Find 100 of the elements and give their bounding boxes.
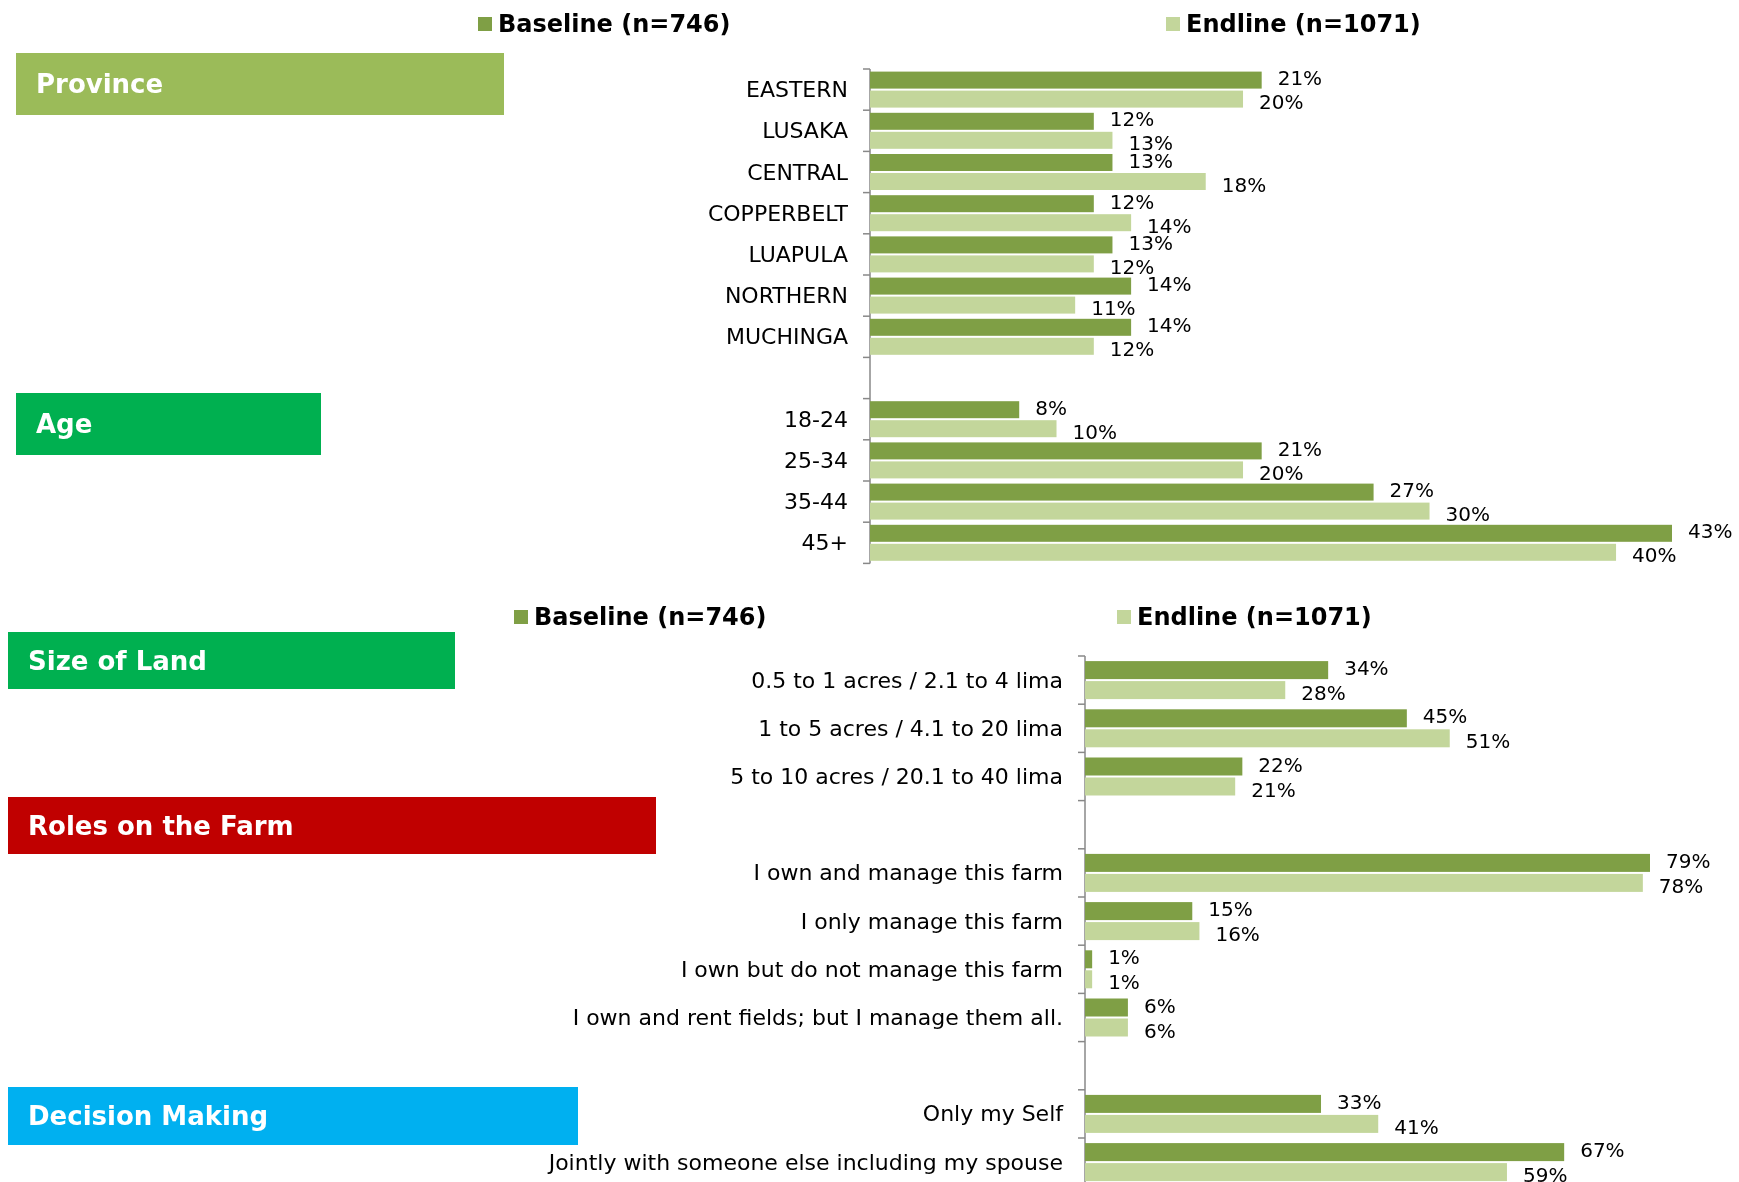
data-label: 16% [1215, 922, 1260, 947]
bar [1085, 950, 1093, 969]
y-tick-label: 35-44 [784, 489, 848, 515]
data-label: 12% [1109, 337, 1155, 362]
data-label: 78% [1658, 873, 1704, 898]
legend-label: Endline (n=1071) [1186, 10, 1421, 38]
data-label: 79% [1666, 848, 1711, 873]
legend-label: Endline (n=1071) [1137, 603, 1372, 631]
data-label: 51% [1465, 729, 1511, 754]
bar [1085, 1143, 1565, 1162]
y-tick-label: Only my Self [922, 1101, 1065, 1127]
bar [870, 296, 1076, 314]
data-label: 33% [1337, 1089, 1382, 1114]
data-label: 10% [1072, 419, 1117, 444]
data-label: 22% [1258, 752, 1303, 777]
bar [1085, 1094, 1322, 1113]
data-label: 6% [1143, 1018, 1176, 1043]
bar [1085, 853, 1650, 872]
data-label: 59% [1522, 1163, 1568, 1182]
bar [870, 195, 1094, 213]
y-tick-label: 18-24 [784, 406, 848, 432]
text: Province [36, 69, 164, 99]
data-label: 34% [1344, 656, 1389, 681]
bar [870, 214, 1132, 232]
bar [1085, 998, 1128, 1017]
bar [1085, 873, 1643, 892]
data-label: 1% [1108, 945, 1140, 970]
y-tick-label: I own and rent fields; but I manage them all. [572, 1005, 1063, 1030]
data-label: 15% [1208, 897, 1253, 922]
bar [1085, 1114, 1379, 1133]
bar [870, 461, 1244, 479]
bar [870, 255, 1094, 273]
bar [1085, 1163, 1507, 1182]
bar [1085, 757, 1243, 776]
data-label: 11% [1091, 296, 1136, 321]
y-tick-label: CENTRAL [747, 159, 849, 185]
data-label: 45% [1422, 704, 1468, 729]
data-label: 20% [1259, 90, 1304, 115]
y-tick-label: LUAPULA [748, 241, 848, 267]
data-label: 43% [1688, 519, 1733, 544]
data-label: 8% [1035, 395, 1067, 420]
bar [1085, 970, 1093, 989]
bar [870, 173, 1206, 190]
data-label: 41% [1394, 1114, 1439, 1139]
y-tick-label: I own but do not manage this farm [680, 956, 1063, 982]
bar [870, 524, 1672, 542]
y-tick-label: I own and manage this farm [753, 860, 1063, 886]
data-label: 21% [1251, 777, 1296, 802]
y-tick-label: 45+ [801, 530, 848, 556]
y-tick-label: EASTERN [746, 77, 848, 103]
bar [870, 337, 1094, 355]
bar [870, 131, 1113, 149]
data-label: 20% [1259, 460, 1304, 485]
data-label: 1% [1108, 970, 1140, 995]
y-tick-label: MUCHINGA [725, 324, 848, 350]
y-tick-label: Jointly with someone else including my spouse [546, 1149, 1063, 1175]
text: Roles on the Farm [28, 810, 294, 841]
y-tick-label: 1 to 5 acres / 4.1 to 20 lima [758, 715, 1063, 741]
bar [1085, 661, 1329, 680]
bar [870, 401, 1020, 419]
data-label: 12% [1109, 107, 1155, 132]
data-label: 28% [1301, 681, 1346, 706]
y-tick-label: COPPERBELT [707, 200, 849, 226]
y-tick-label: NORTHERN [724, 283, 848, 309]
y-tick-label: I only manage this farm [800, 908, 1063, 934]
data-label: 18% [1221, 172, 1267, 197]
bar [870, 543, 1617, 561]
bar [1085, 729, 1450, 748]
data-label: 27% [1389, 478, 1435, 503]
data-label: 14% [1147, 313, 1192, 338]
bar [870, 90, 1244, 108]
y-tick-label: 25-34 [784, 447, 848, 473]
bar [870, 277, 1132, 295]
y-tick-label: LUSAKA [762, 118, 848, 144]
bar [1085, 681, 1286, 700]
bar [870, 236, 1113, 254]
bar [870, 483, 1374, 501]
text: Size of Land [28, 645, 207, 676]
bar [1085, 777, 1236, 796]
bar [1085, 922, 1200, 941]
bar [870, 154, 1113, 171]
data-label: 12% [1109, 189, 1155, 214]
data-label: 40% [1632, 543, 1677, 568]
text: Age [36, 409, 93, 439]
data-label: 21% [1277, 66, 1323, 91]
bar [870, 442, 1262, 460]
data-label: 67% [1580, 1138, 1625, 1163]
bar [870, 420, 1057, 438]
bar [1085, 1018, 1128, 1037]
legend-label: Baseline (n=746) [498, 10, 731, 38]
y-tick-label: 0.5 to 1 acres / 2.1 to 4 lima [751, 667, 1063, 693]
data-label: 21% [1277, 436, 1323, 461]
data-label: 30% [1445, 502, 1490, 527]
bar [870, 71, 1262, 89]
bar [1085, 902, 1193, 921]
data-label: 6% [1143, 993, 1176, 1018]
bar [870, 502, 1430, 520]
legend-label: Baseline (n=746) [534, 603, 767, 631]
text: Decision Making [28, 1101, 269, 1131]
bar [870, 112, 1094, 130]
